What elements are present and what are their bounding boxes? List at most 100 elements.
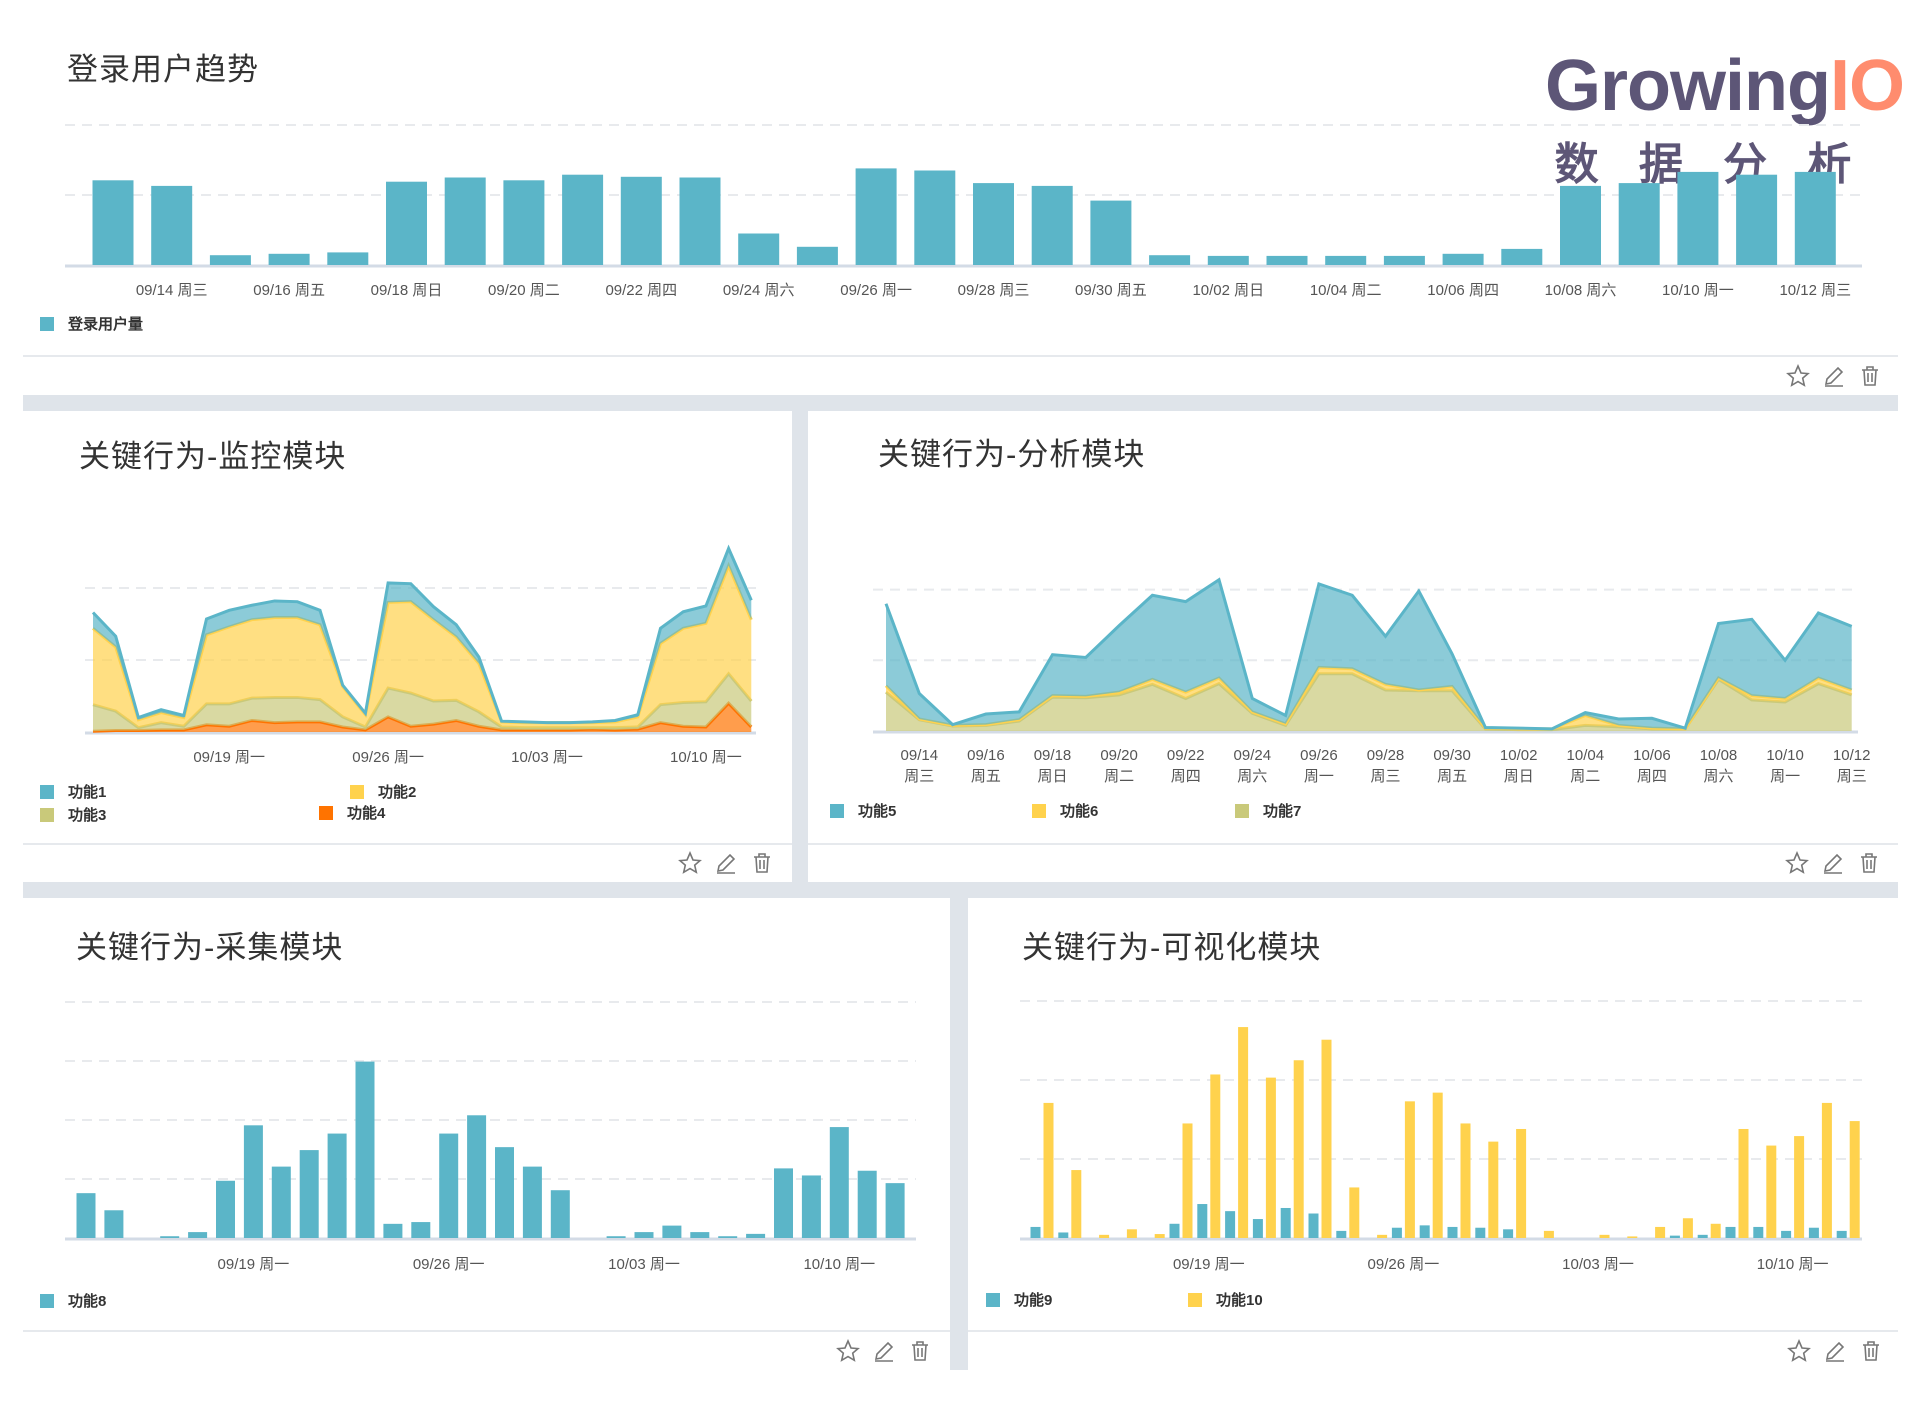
x-tick-label: 10/10 周一 (670, 749, 742, 766)
x-tick-label: 10/02 (1500, 747, 1538, 764)
edit-icon[interactable] (714, 851, 738, 875)
legend-item[interactable]: 功能8 (40, 1290, 106, 1311)
x-tick-label: 09/16 周五 (253, 282, 325, 299)
legend-label: 功能6 (1060, 803, 1099, 820)
bar-功能10-20 (1599, 1234, 1610, 1238)
legend-item[interactable]: 功能3 (40, 804, 106, 825)
x-tick-label: 09/26 周一 (840, 282, 912, 299)
x-tick-label: 10/10 周一 (1662, 282, 1734, 299)
bar-功能8-0 (76, 1193, 96, 1238)
area-功能2 (93, 565, 752, 728)
legend-item[interactable]: 登录用户量 (40, 313, 143, 334)
bar-功能8-14 (467, 1115, 487, 1238)
star-icon[interactable] (678, 851, 702, 875)
x-tick-label-weekday: 周日 (1504, 768, 1534, 785)
legend-swatch (830, 803, 844, 818)
legend-swatch (40, 807, 54, 822)
delete-icon[interactable] (750, 851, 774, 875)
x-tick-label: 10/04 周二 (1310, 282, 1382, 299)
x-tick-label: 10/04 (1567, 747, 1605, 764)
bar-功能8-23 (718, 1236, 738, 1238)
x-tick-label: 10/08 (1700, 747, 1738, 764)
bar-功能8-1 (104, 1210, 124, 1238)
chart-analysis-module: 09/14 周三 09/16 周五 09/18 周日 09/20 周二 09/22 周四 09/24… (873, 577, 1871, 785)
x-tick-label: 10/08 周六 (1545, 282, 1617, 299)
logo-brand-main: Growing (1545, 46, 1831, 126)
legend-swatch (1188, 1292, 1202, 1307)
bar-功能10-1 (1071, 1170, 1082, 1238)
star-icon[interactable] (1785, 851, 1809, 875)
bar-功能10-13 (1404, 1101, 1415, 1238)
x-tick-label: 10/02 周日 (1192, 282, 1264, 299)
edit-icon[interactable] (1822, 364, 1846, 388)
edit-icon[interactable] (1821, 851, 1845, 875)
bar-登录用户量-19 (1207, 255, 1249, 265)
star-icon[interactable] (836, 1339, 860, 1363)
bar-功能9-0 (1030, 1226, 1041, 1238)
divider (23, 1330, 950, 1332)
legend-swatch (1235, 803, 1249, 818)
panel-title: 关键行为-分析模块 (878, 437, 1146, 472)
bar-登录用户量-21 (1325, 255, 1367, 265)
delete-icon[interactable] (1859, 1339, 1883, 1363)
bar-功能10-15 (1460, 1123, 1471, 1238)
legend-label: 功能4 (347, 805, 386, 822)
area-功能6 (886, 667, 1852, 730)
bar-功能10-16 (1488, 1141, 1499, 1238)
x-tick-label-weekday: 周三 (1837, 768, 1867, 785)
legend-item[interactable]: 功能9 (986, 1289, 1052, 1310)
x-tick-label: 09/24 (1234, 747, 1272, 764)
bar-功能10-10 (1321, 1039, 1332, 1238)
x-tick-label: 10/12 (1833, 747, 1871, 764)
bar-功能8-11 (383, 1223, 403, 1238)
bar-功能10-17 (1516, 1128, 1527, 1238)
bar-登录用户量-27 (1677, 171, 1719, 265)
bar-功能8-6 (243, 1125, 263, 1238)
bar-登录用户量-5 (386, 181, 427, 265)
chart-collect-module: 09/19 周一 09/26 周一 10/03 周一 10/10 周一 (65, 1001, 916, 1273)
edit-icon[interactable] (872, 1339, 896, 1363)
bar-功能8-12 (411, 1222, 431, 1238)
bar-功能8-15 (495, 1147, 514, 1238)
x-tick-label: 10/10 周一 (1757, 1256, 1829, 1273)
star-icon[interactable] (1787, 1339, 1811, 1363)
bar-登录用户量-4 (327, 252, 369, 265)
bar-功能8-17 (550, 1190, 570, 1238)
legend-label: 功能9 (1014, 1292, 1053, 1309)
star-icon[interactable] (1786, 364, 1810, 388)
bar-功能10-18 (1543, 1230, 1554, 1238)
x-tick-label: 09/22 周四 (605, 282, 677, 299)
edit-icon[interactable] (1823, 1339, 1847, 1363)
legend-swatch (40, 784, 54, 799)
legend-item[interactable]: 功能4 (319, 802, 385, 823)
delete-icon[interactable] (908, 1339, 932, 1363)
bar-功能9-1 (1058, 1232, 1069, 1238)
area-功能4 (93, 703, 752, 732)
bar-功能9-16 (1475, 1227, 1486, 1238)
chart-visual-module: 09/19 周一 09/26 周一 10/03 周一 10/10 周一 (1020, 1000, 1862, 1273)
legend-item[interactable]: 功能6 (1032, 800, 1098, 821)
bar-功能9-17 (1503, 1229, 1514, 1238)
bar-功能9-15 (1447, 1226, 1458, 1238)
bar-功能9-8 (1252, 1219, 1263, 1238)
legend-item[interactable]: 功能2 (350, 781, 416, 802)
x-tick-label: 09/14 (901, 747, 939, 764)
delete-icon[interactable] (1857, 851, 1881, 875)
x-tick-label: 09/30 周五 (1075, 282, 1147, 299)
legend-item[interactable]: 功能5 (830, 800, 896, 821)
x-tick-label: 09/30 (1433, 747, 1471, 764)
bar-登录用户量-7 (503, 180, 545, 265)
x-tick-label: 09/14 周三 (136, 282, 208, 299)
x-tick-label: 09/19 周一 (193, 749, 265, 766)
x-tick-label: 10/03 周一 (1562, 1256, 1634, 1273)
bar-功能8-8 (299, 1150, 319, 1238)
delete-icon[interactable] (1858, 364, 1882, 388)
legend-label: 功能8 (68, 1293, 107, 1310)
bar-功能10-28 (1821, 1102, 1832, 1238)
legend-item[interactable]: 功能7 (1235, 800, 1301, 821)
bar-功能9-26 (1753, 1226, 1764, 1238)
x-tick-label: 09/26 周一 (413, 1256, 485, 1273)
legend-item[interactable]: 功能1 (40, 781, 106, 802)
legend-item[interactable]: 功能10 (1188, 1289, 1263, 1310)
x-tick-label-weekday: 周一 (1770, 768, 1800, 785)
